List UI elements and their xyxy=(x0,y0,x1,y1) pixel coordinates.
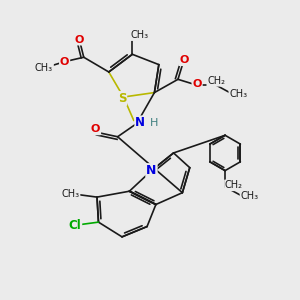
Text: CH₂: CH₂ xyxy=(225,180,243,190)
Text: CH₃: CH₃ xyxy=(229,89,248,99)
Text: Cl: Cl xyxy=(68,219,81,232)
Text: N: N xyxy=(146,164,157,177)
Text: O: O xyxy=(75,34,84,45)
Text: H: H xyxy=(150,118,158,128)
Text: O: O xyxy=(192,79,202,89)
Text: O: O xyxy=(60,57,69,67)
Text: CH₃: CH₃ xyxy=(241,190,259,201)
Text: CH₃: CH₃ xyxy=(35,63,53,73)
Text: O: O xyxy=(179,55,188,65)
Text: CH₃: CH₃ xyxy=(130,30,149,40)
Text: CH₃: CH₃ xyxy=(61,189,80,199)
Text: CH₂: CH₂ xyxy=(207,76,225,86)
Text: S: S xyxy=(118,92,126,105)
Text: N: N xyxy=(135,116,145,129)
Text: O: O xyxy=(91,124,100,134)
